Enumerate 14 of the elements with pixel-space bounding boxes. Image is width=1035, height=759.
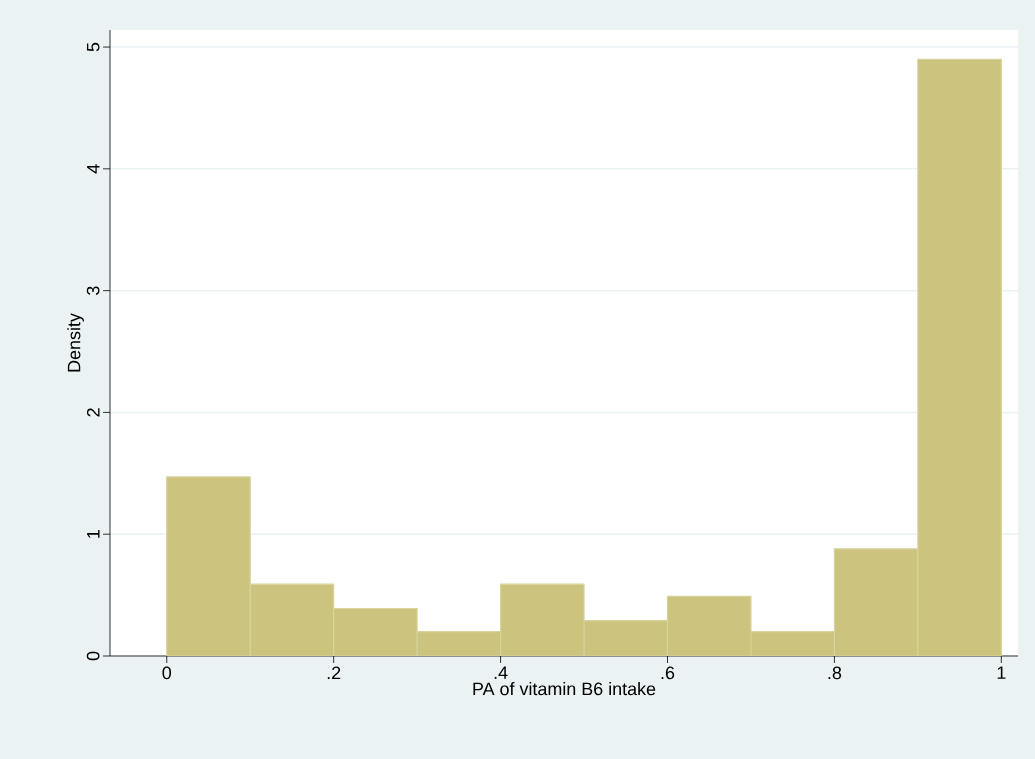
y-tick-label: 3 — [86, 286, 100, 295]
x-tick-label: 0 — [162, 666, 172, 680]
x-tick-label: .6 — [661, 666, 675, 680]
y-axis-title: Density — [67, 313, 84, 372]
y-tick-label: 0 — [86, 651, 100, 661]
x-tick-label: .4 — [494, 666, 508, 679]
x-axis-title: PA of vitamin B6 intake — [473, 682, 656, 696]
x-tick-label: 1 — [997, 666, 1006, 679]
x-tick-label: .8 — [828, 666, 842, 680]
x-tick-label: .2 — [327, 666, 341, 680]
y-tick-label: 4 — [87, 164, 100, 174]
y-tick-label: 5 — [86, 42, 100, 52]
y-tick-label: 1 — [87, 530, 100, 538]
y-tick-label: 2 — [86, 408, 100, 417]
